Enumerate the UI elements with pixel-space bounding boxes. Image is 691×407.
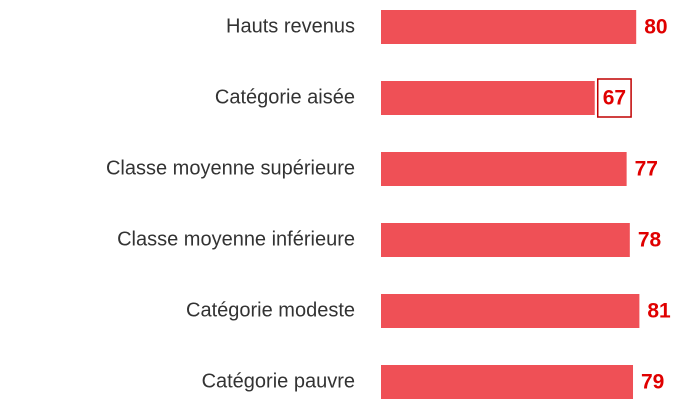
value-label: 80	[644, 16, 667, 39]
category-label: Hauts revenus	[226, 15, 355, 37]
value-label: 78	[638, 229, 662, 252]
bar	[381, 365, 634, 399]
highlight-box	[596, 78, 632, 118]
value-label: 67	[603, 87, 626, 110]
bar	[381, 81, 595, 115]
value-label: 79	[641, 371, 664, 394]
category-label: Catégorie pauvre	[202, 370, 355, 392]
category-label: Classe moyenne supérieure	[106, 157, 355, 179]
bar	[381, 223, 630, 257]
category-label: Catégorie modeste	[186, 299, 355, 321]
bar	[381, 294, 640, 328]
bar	[381, 10, 637, 44]
category-label: Catégorie aisée	[215, 86, 355, 108]
category-label: Classe moyenne inférieure	[117, 228, 355, 250]
value-label: 77	[635, 158, 658, 181]
value-label: 81	[647, 300, 671, 323]
bar	[381, 152, 627, 186]
